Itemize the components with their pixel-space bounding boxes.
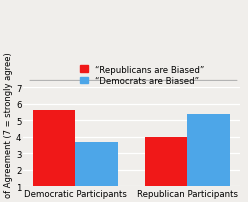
Legend: “Republicans are Biased”, “Democrats are Biased”: “Republicans are Biased”, “Democrats are… bbox=[79, 65, 205, 86]
Y-axis label: Level of Agreement (7 = strongly agree): Level of Agreement (7 = strongly agree) bbox=[4, 52, 13, 202]
Bar bbox=[33, 110, 75, 202]
Bar bbox=[187, 114, 230, 202]
Bar bbox=[75, 143, 118, 202]
Bar bbox=[145, 137, 187, 202]
